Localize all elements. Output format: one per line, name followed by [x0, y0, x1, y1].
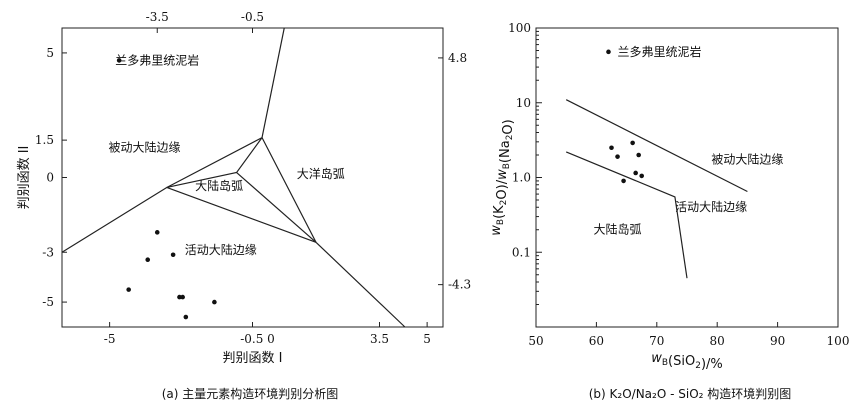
chart-a-data-point	[126, 287, 131, 292]
chart-a-xtick-label: 5	[423, 332, 431, 346]
chart-b-xlabel: wB(SiO2)/%	[651, 351, 723, 372]
chart-b-ylabel: wB(K2O)/wB(Na2O)	[489, 119, 516, 236]
chart-a-region-label: 兰多弗里统泥岩	[115, 52, 199, 67]
chart-a-ylabel: 判别函数 II	[17, 146, 32, 210]
chart-b-region-label: 兰多弗里统泥岩	[618, 44, 702, 59]
chart-a-data-point	[116, 58, 122, 63]
chart-a-ytick-label: -3	[42, 245, 54, 259]
chart-b-data-point	[636, 152, 641, 158]
chart-b-ytick-label: 1.0	[512, 171, 531, 185]
chart-a-caption: (a) 主量元素构造环境判别分析图	[162, 386, 339, 401]
chart-b-data-point	[639, 173, 644, 179]
chart-b-region-label: 被动大陆边缘	[711, 151, 783, 166]
chart-b-frame	[535, 27, 839, 328]
chart-b-boundary-line	[565, 151, 688, 279]
chart-b-xtick-label: 70	[649, 334, 664, 348]
chart-a-data-point	[170, 252, 176, 258]
chart-a-region-label: 大洋岛弧	[297, 166, 345, 181]
chart-b-region-label: 活动大陆边缘	[675, 199, 747, 214]
chart-a-data-point	[145, 257, 151, 263]
chart-a-data-point	[183, 314, 189, 320]
chart-b-data-point	[630, 140, 635, 146]
chart-b-data-point	[615, 154, 620, 159]
chart-a-region-label: 大陆岛弧	[195, 178, 243, 193]
chart-a-xtick-label: -0.5 0	[240, 332, 275, 346]
chart-a-data-point	[154, 230, 160, 235]
chart-a-data-point	[180, 294, 185, 300]
chart-a-data-point	[212, 299, 217, 305]
chart-b-ytick-label: 10	[516, 96, 531, 110]
chart-a-boundary-line	[236, 172, 317, 243]
chart-a-data-point	[177, 294, 182, 300]
chart-b-data-point	[606, 49, 611, 55]
chart-a-ytick-label: 0	[46, 171, 54, 185]
chart-b-region-label: 大陆岛弧	[594, 222, 642, 237]
chart-b-ytick-label: 0.1	[512, 245, 531, 259]
chart-a-ytick-label: 5	[46, 46, 54, 60]
chart-a-ytick-label: -5	[42, 295, 54, 309]
chart-b-data-point	[609, 145, 614, 151]
chart-b-xtick-label: 90	[770, 334, 785, 348]
chart-a-region-label: 活动大陆边缘	[185, 242, 257, 257]
chart-a-boundary-line	[315, 241, 406, 328]
chart-b-xtick-label: 50	[528, 334, 543, 348]
chart-a-xlabel: 判别函数 I	[223, 351, 283, 366]
chart-a-boundary-line	[166, 186, 317, 243]
chart-a-frame	[61, 27, 444, 328]
chart-b-xtick-label: 100	[827, 334, 850, 348]
chart-a-region-label: 被动大陆边缘	[109, 140, 181, 155]
chart-a-boundary-line	[261, 137, 317, 243]
chart-b-xtick-label: 80	[710, 334, 725, 348]
chart-b-xtick-label: 60	[589, 334, 604, 348]
chart-b-data-point	[633, 170, 638, 176]
chart-b-caption: (b) K₂O/Na₂O - SiO₂ 构造环境判别图	[589, 386, 792, 401]
chart-b-ytick-label: 100	[508, 21, 531, 35]
chart-b-boundary-line	[565, 99, 748, 193]
chart-a-toptick-label: -0.5	[241, 10, 264, 24]
chart-a-righttick-label: 4.8	[448, 51, 467, 65]
chart-a-xtick-label: 3.5	[370, 332, 389, 346]
chart-a-ytick-label: 1.5	[35, 133, 54, 147]
chart-a-toptick-label: -3.5	[146, 10, 169, 24]
chart-a-boundary-line	[61, 27, 285, 253]
chart-b-data-point	[621, 178, 626, 184]
chart-a-righttick-label: -4.3	[448, 278, 471, 292]
chart-a-xtick-label: -5	[104, 332, 116, 346]
